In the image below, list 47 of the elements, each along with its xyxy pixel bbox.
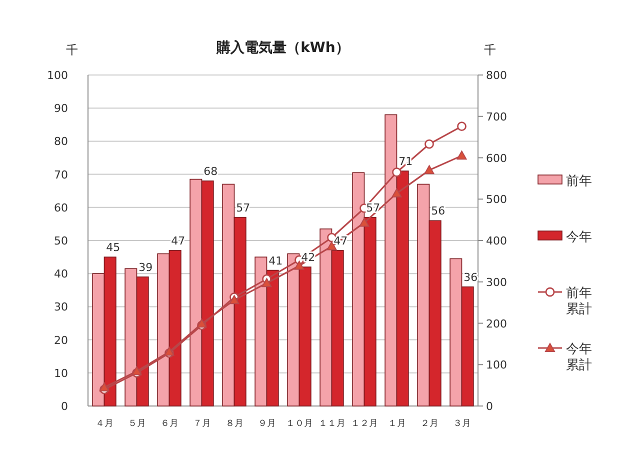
y-tick-label: 40 xyxy=(54,268,68,281)
y-tick-label: 20 xyxy=(54,334,68,347)
y-tick-label: 100 xyxy=(47,69,68,82)
x-tick-label: １１月 xyxy=(318,419,346,429)
legend-label: 前年累計 xyxy=(566,286,592,317)
legend-label: 前年 xyxy=(566,174,592,189)
y2-tick-label: 200 xyxy=(486,317,507,330)
y2-tick-label: 400 xyxy=(486,234,507,248)
legend-label: 今年 xyxy=(566,230,592,245)
y2-tick-label: 300 xyxy=(486,276,507,289)
x-tick-label: ６月 xyxy=(160,419,178,429)
y2-tick-label: 700 xyxy=(486,110,507,124)
data-label: 56 xyxy=(431,204,446,218)
y-tick-label: 50 xyxy=(54,234,68,248)
x-tick-label: ２月 xyxy=(420,419,438,429)
y2-tick-label: 500 xyxy=(486,193,507,206)
y-tick-label: 70 xyxy=(54,168,68,182)
legend-label: 今年累計 xyxy=(566,342,592,373)
data-label: 47 xyxy=(171,234,186,248)
data-label: 45 xyxy=(106,241,120,254)
chart-title: 購入電気量（kWh） xyxy=(216,40,350,56)
y2-tick-label: 600 xyxy=(486,152,507,165)
x-tick-label: １０月 xyxy=(286,419,313,429)
x-tick-label: ７月 xyxy=(192,419,211,429)
data-label: 57 xyxy=(236,201,250,214)
y-tick-label: 80 xyxy=(54,135,68,148)
x-tick-label: ３月 xyxy=(452,419,471,429)
y-tick-label: 10 xyxy=(54,366,68,380)
data-label: 41 xyxy=(268,254,283,268)
x-tick-label: ９月 xyxy=(258,419,276,429)
y2-tick-label: 0 xyxy=(486,400,493,413)
y-tick-label: 30 xyxy=(54,300,68,314)
y2-tick-label: 100 xyxy=(486,358,507,372)
x-tick-label: ８月 xyxy=(225,419,244,429)
x-tick-label: １月 xyxy=(388,419,406,429)
y-tick-label: 60 xyxy=(54,201,68,214)
y-tick-label: 0 xyxy=(61,400,68,413)
y2-tick-label: 800 xyxy=(486,69,507,82)
data-label: 36 xyxy=(464,270,478,284)
data-label: 39 xyxy=(138,260,153,274)
data-label: 68 xyxy=(204,164,218,178)
x-tick-label: １２月 xyxy=(350,419,378,429)
y-tick-label: 90 xyxy=(54,102,68,116)
y-axis-title: 千 xyxy=(66,43,78,57)
x-tick-label: ５月 xyxy=(128,419,146,429)
y2-axis-title: 千 xyxy=(484,43,496,57)
x-tick-label: ４月 xyxy=(95,419,114,429)
